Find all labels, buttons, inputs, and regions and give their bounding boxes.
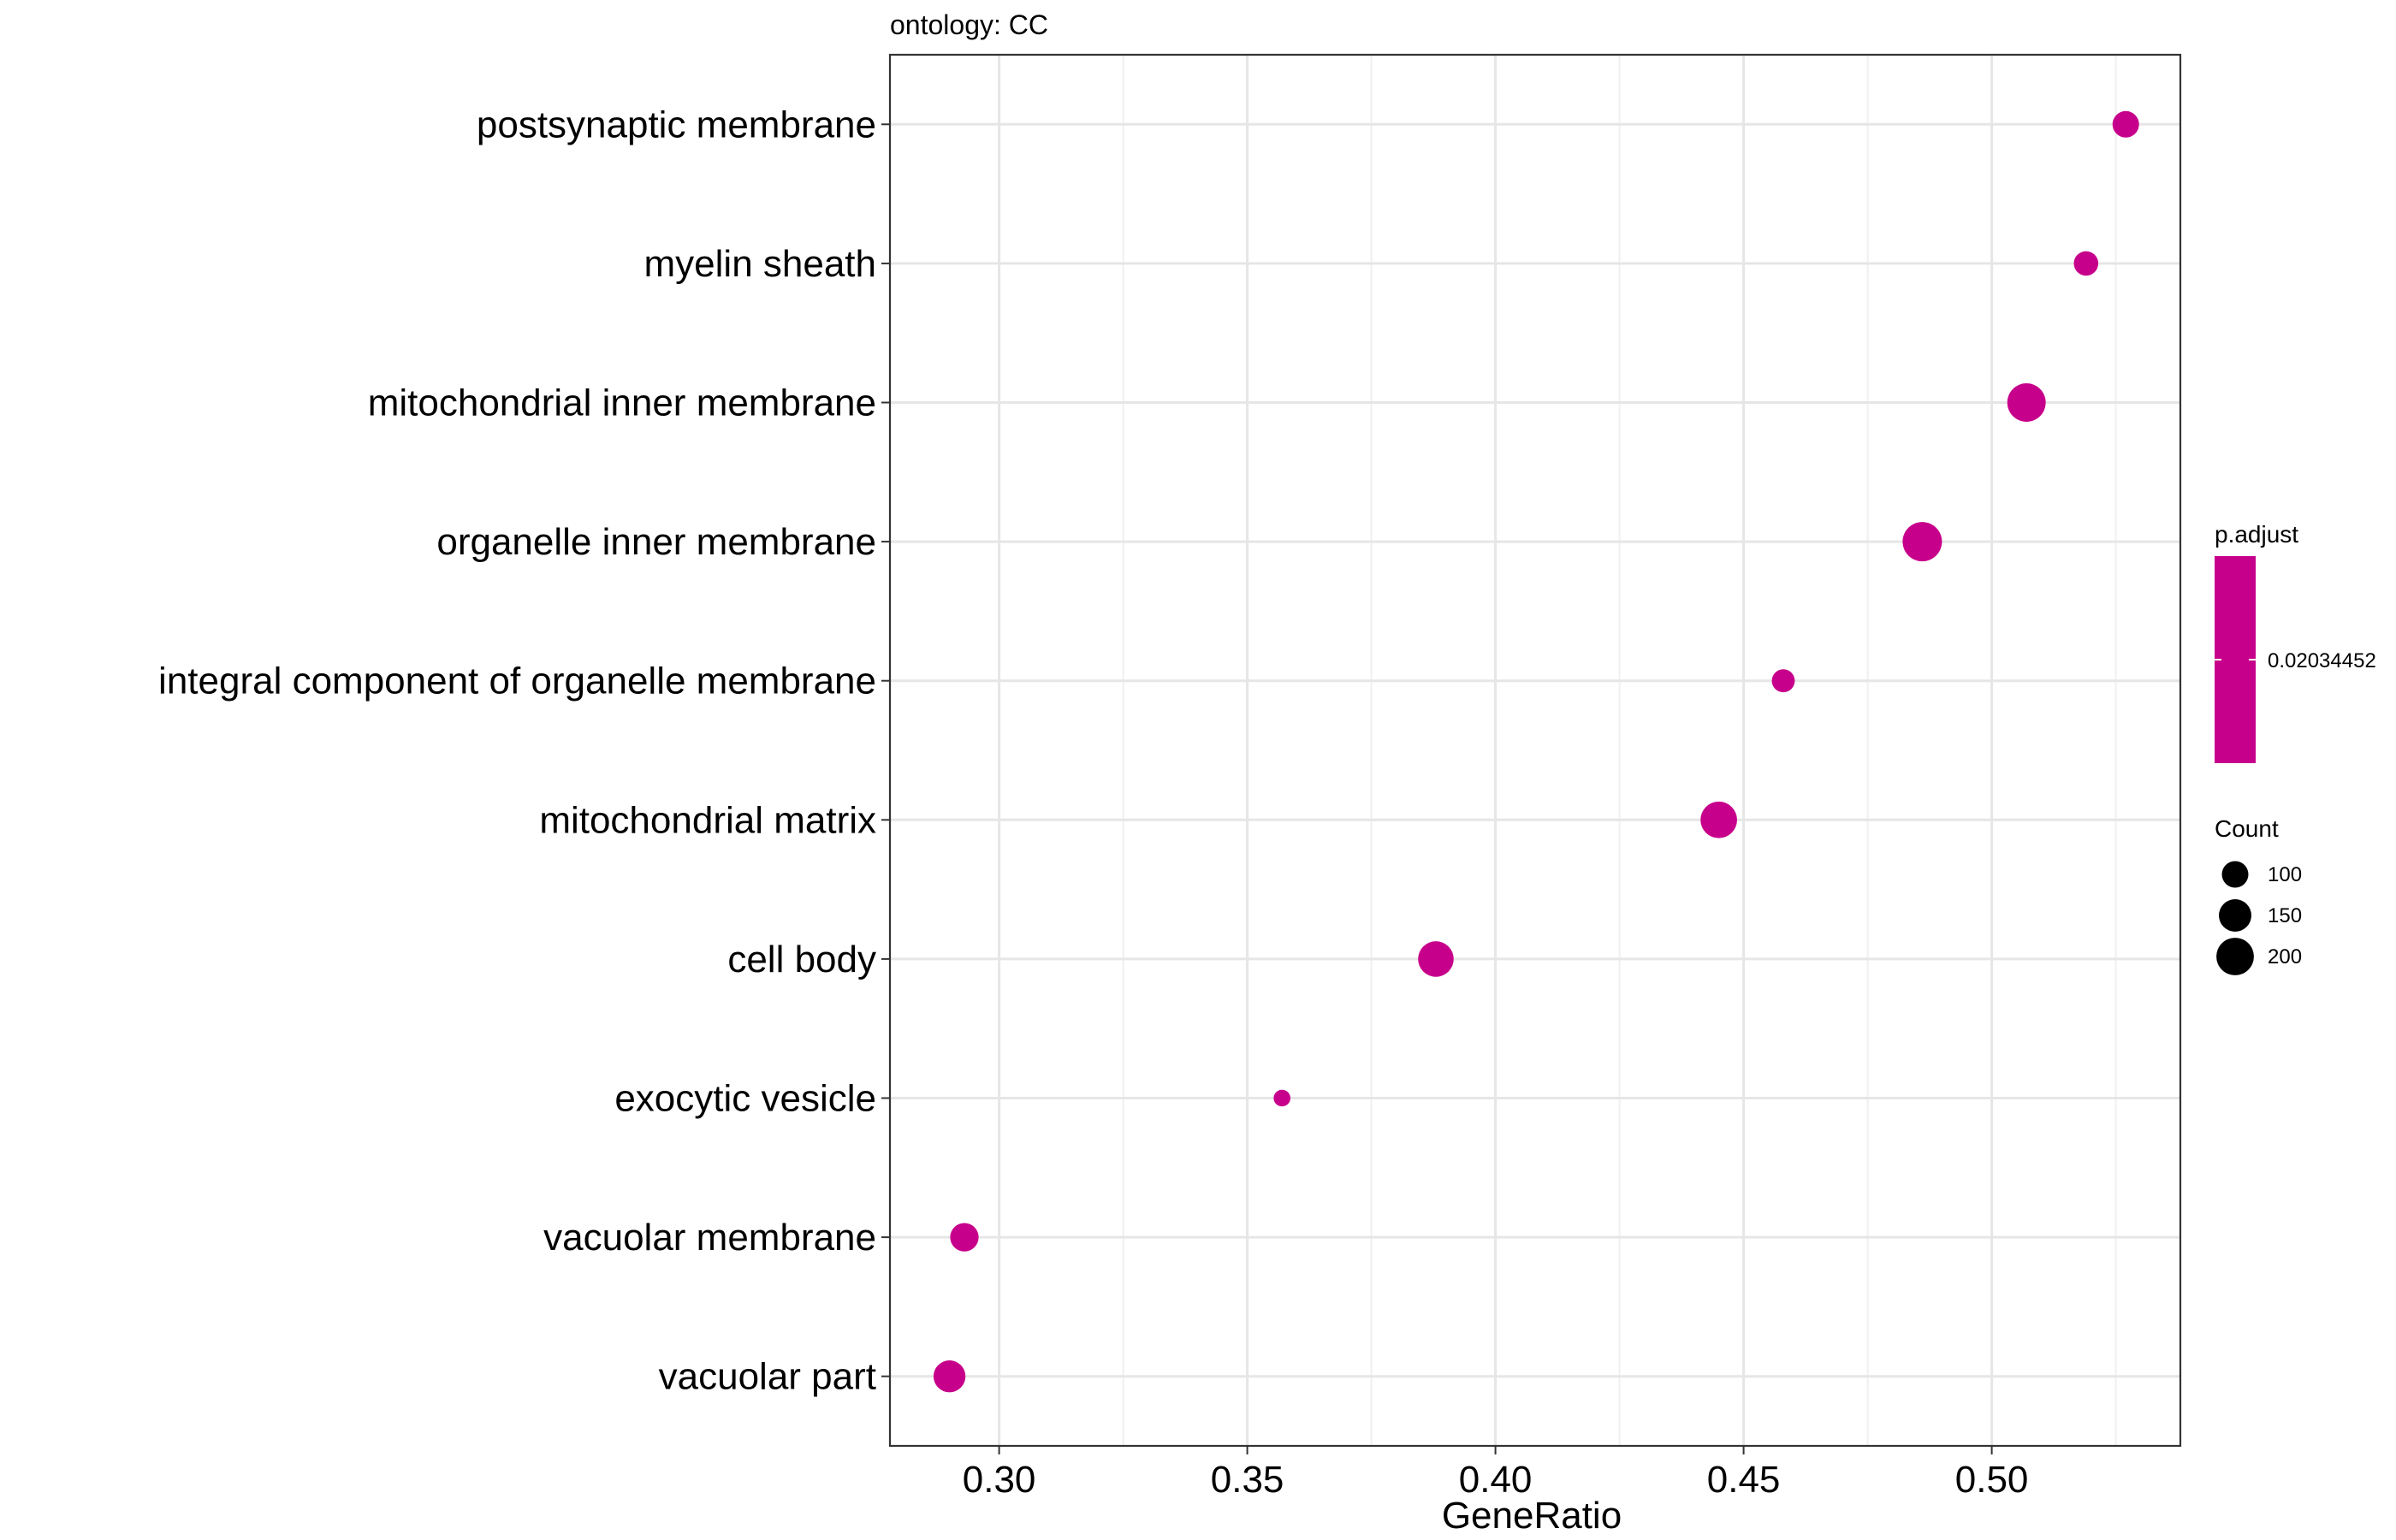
y-tick-label: integral component of organelle membrane [158, 660, 876, 702]
x-axis: 0.30 0.35 0.40 0.45 0.50 [963, 1446, 2029, 1501]
y-tick-label: vacuolar membrane [543, 1217, 876, 1259]
y-tick-label: organelle inner membrane [436, 521, 876, 563]
x-tick-label: 0.35 [1211, 1459, 1284, 1501]
data-point [2112, 110, 2139, 138]
x-axis-label: GeneRatio [1442, 1495, 1622, 1537]
minor-gridlines [1122, 55, 2117, 1446]
x-tick-label: 0.45 [1707, 1459, 1781, 1501]
plot-panel [888, 53, 2182, 1448]
data-point [2007, 383, 2046, 422]
y-tick-label: myelin sheath [644, 243, 876, 285]
x-tick-label: 0.40 [1459, 1459, 1533, 1501]
y-tick-label: vacuolar part [659, 1356, 876, 1398]
data-points [933, 110, 2139, 1393]
x-tick-label: 0.50 [1955, 1459, 2029, 1501]
data-point [1771, 669, 1795, 693]
y-tick-label: exocytic vesicle [614, 1078, 876, 1120]
chart-title: ontology: CC [890, 9, 1048, 40]
size-legend-label: 200 [2268, 945, 2302, 968]
data-point [1700, 801, 1737, 838]
data-point [2073, 251, 2099, 276]
size-legend-label: 100 [2268, 863, 2302, 886]
size-legend-title: Count [2215, 815, 2279, 842]
size-legend-key [2216, 938, 2254, 975]
x-tick-label: 0.30 [963, 1459, 1036, 1501]
color-legend-label: 0.02034452 [2268, 649, 2376, 672]
size-legend-label: 150 [2268, 904, 2302, 927]
y-tick-label: postsynaptic membrane [477, 104, 876, 145]
major-gridlines [890, 55, 2180, 1446]
size-legend-entries: 100 150 200 [2216, 861, 2302, 975]
y-tick-label: mitochondrial inner membrane [368, 382, 876, 424]
y-tick-label: cell body [727, 939, 876, 980]
data-point [1418, 941, 1454, 977]
color-legend-title: p.adjust [2215, 521, 2298, 548]
plot-panel-border [888, 53, 2182, 1448]
size-legend: Count 100 150 200 [2215, 815, 2302, 975]
size-legend-key [2221, 861, 2249, 888]
data-point [950, 1223, 979, 1252]
data-point [933, 1360, 966, 1393]
color-legend: p.adjust 0.02034452 [2215, 521, 2376, 763]
data-point [1273, 1089, 1291, 1107]
y-tick-label: mitochondrial matrix [539, 799, 876, 841]
data-point [1902, 522, 1942, 562]
size-legend-key [2219, 899, 2251, 932]
y-axis: postsynaptic membrane myelin sheath mitoch… [158, 104, 890, 1398]
